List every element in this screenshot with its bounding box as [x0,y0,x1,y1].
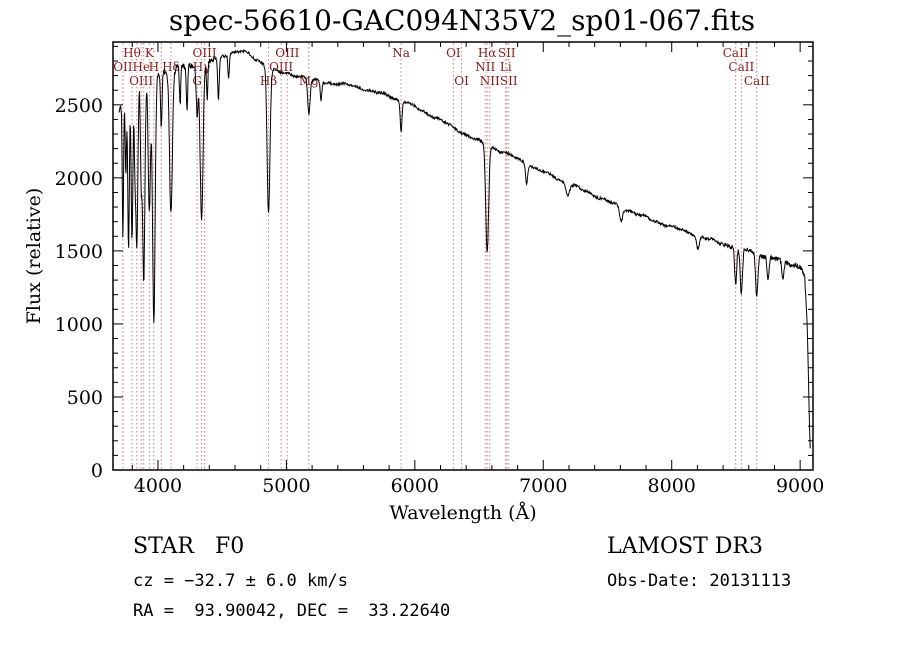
svg-text:SII: SII [498,46,516,60]
svg-text:2000: 2000 [55,168,103,190]
svg-text:OIII: OIII [275,46,299,60]
x-axis-label: Wavelength (Å) [389,502,536,524]
svg-text:OI: OI [454,74,469,88]
svg-text:Hθ: Hθ [123,46,141,60]
svg-text:Na: Na [392,46,410,60]
svg-text:Li: Li [500,60,512,74]
star-class-text: STAR F0 [133,534,245,559]
svg-text:6000: 6000 [391,475,439,497]
svg-text:CaII: CaII [728,60,754,74]
svg-text:1500: 1500 [55,241,103,263]
svg-text:OIII: OIII [193,46,217,60]
svg-text:2500: 2500 [55,95,103,117]
svg-text:G: G [192,74,202,88]
svg-text:500: 500 [67,387,103,409]
svg-text:HeI: HeI [133,60,156,74]
svg-text:NII: NII [475,60,495,74]
svg-text:CaII: CaII [744,74,770,88]
svg-text:OIII: OIII [269,60,293,74]
cz-text: cz = −32.7 ± 6.0 km/s [133,571,348,591]
spectrum-curve [118,48,811,449]
svg-text:9000: 9000 [776,475,824,497]
spectral-line-markers [122,43,758,469]
tick-labels: 4000 5000 6000 7000 8000 9000 0 500 1000 1500 2000… [55,95,825,497]
axes-box [112,41,814,471]
svg-text:Hβ: Hβ [260,74,277,88]
plot-title: spec-56610-GAC094N35V2_sp01-067.fits [169,4,755,37]
svg-text:OI: OI [446,46,461,60]
svg-text:OIII: OIII [129,74,153,88]
svg-text:CaII: CaII [723,46,749,60]
svg-text:H: H [149,60,159,74]
svg-text:8000: 8000 [648,475,696,497]
svg-text:7000: 7000 [519,475,567,497]
svg-text:Hα: Hα [478,46,497,60]
svg-text:5000: 5000 [262,475,310,497]
svg-text:SII: SII [500,74,518,88]
svg-text:OII: OII [113,60,133,74]
svg-text:4000: 4000 [134,475,182,497]
ra-dec-text: RA = 93.90042, DEC = 33.22640 [133,601,451,621]
y-axis-label: Flux (relative) [23,188,45,325]
obs-date-text: Obs-Date: 20131113 [607,571,792,591]
svg-text:1000: 1000 [55,314,103,336]
svg-text:K: K [145,46,155,60]
survey-text: LAMOST DR3 [607,534,763,559]
svg-text:0: 0 [91,460,103,482]
svg-text:NII: NII [480,74,500,88]
